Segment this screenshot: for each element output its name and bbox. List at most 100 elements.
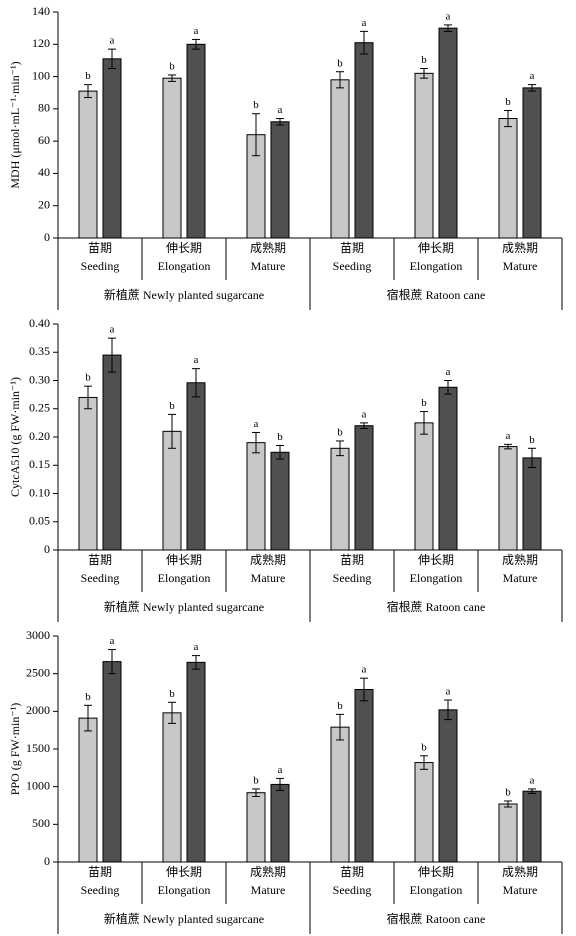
x-tick-label-en: Elongation — [410, 259, 463, 273]
bar — [498, 446, 518, 551]
x-tick-label-en: Seeding — [333, 571, 372, 585]
significance-letter: a — [194, 354, 199, 366]
bar — [438, 27, 458, 239]
significance-letter: a — [530, 70, 535, 82]
x-tick-label: 成熟期 — [502, 240, 538, 255]
significance-letter: a — [194, 641, 199, 653]
significance-letter: a — [194, 25, 199, 37]
y-tick-label: 0.10 — [29, 485, 50, 499]
y-axis-label: PPO (g FW·min⁻¹) — [8, 703, 22, 796]
significance-letter: b — [277, 431, 283, 443]
bar — [102, 661, 122, 863]
x-tick-label: 成熟期 — [250, 552, 286, 567]
bar — [330, 447, 350, 551]
y-tick-label: 0 — [44, 542, 50, 556]
group-label: 宿根蔗 Ratoon cane — [387, 599, 486, 614]
significance-letter: a — [110, 35, 115, 47]
bar — [438, 709, 458, 863]
significance-letter: b — [337, 426, 343, 438]
bar — [78, 396, 98, 551]
y-tick-label: 0.40 — [29, 316, 50, 330]
x-tick-label-en: Mature — [503, 259, 538, 273]
significance-letter: a — [446, 10, 451, 22]
significance-letter: b — [169, 400, 175, 412]
significance-letter: a — [254, 418, 259, 430]
x-tick-label: 苗期 — [88, 865, 112, 879]
bar — [186, 661, 206, 863]
bar — [186, 382, 206, 551]
significance-letter: a — [362, 408, 367, 420]
y-tick-label: 120 — [32, 36, 50, 50]
significance-letter: b — [529, 434, 535, 446]
x-tick-label: 苗期 — [340, 865, 364, 879]
significance-letter: b — [253, 99, 259, 111]
y-tick-label: 0 — [44, 854, 50, 868]
x-tick-label-en: Seeding — [81, 571, 120, 585]
significance-letter: a — [278, 764, 283, 776]
significance-letter: b — [505, 96, 511, 108]
significance-letter: a — [362, 664, 367, 676]
y-tick-label: 40 — [38, 165, 50, 179]
bar — [498, 803, 518, 863]
x-tick-label-en: Seeding — [81, 883, 120, 897]
x-tick-label: 苗期 — [340, 553, 364, 567]
x-tick-label: 苗期 — [340, 241, 364, 255]
bar — [186, 43, 206, 239]
bar — [162, 712, 182, 863]
x-tick-label-en: Elongation — [410, 571, 463, 585]
y-tick-label: 0.35 — [29, 344, 50, 358]
x-tick-label: 成熟期 — [250, 864, 286, 879]
y-tick-label: 500 — [32, 816, 50, 830]
y-tick-label: 0 — [44, 230, 50, 244]
x-tick-label: 苗期 — [88, 553, 112, 567]
bar — [270, 451, 290, 551]
bar — [414, 422, 434, 551]
x-tick-label-en: Seeding — [333, 883, 372, 897]
bar — [78, 717, 98, 863]
significance-letter: a — [362, 17, 367, 29]
bar — [78, 90, 98, 239]
group-label: 新植蔗 Newly planted sugarcane — [104, 599, 264, 614]
significance-letter: b — [421, 397, 427, 409]
y-tick-label: 2000 — [26, 703, 50, 717]
y-tick-label: 0.15 — [29, 457, 50, 471]
y-tick-label: 80 — [38, 101, 50, 115]
y-tick-label: 20 — [38, 197, 50, 211]
y-tick-label: 1000 — [26, 778, 50, 792]
bar — [438, 386, 458, 551]
bar — [522, 457, 542, 551]
bar — [270, 783, 290, 863]
x-tick-label-en: Mature — [251, 259, 286, 273]
significance-letter: b — [85, 372, 91, 384]
y-tick-label: 0.30 — [29, 372, 50, 386]
y-tick-label: 140 — [32, 4, 50, 18]
bar — [354, 425, 374, 551]
bar — [522, 87, 542, 239]
significance-letter: b — [421, 741, 427, 753]
y-axis-label: MDH (μmol·mL⁻¹·min⁻¹) — [8, 61, 22, 188]
x-tick-label: 伸长期 — [166, 553, 202, 567]
x-tick-label: 成熟期 — [250, 240, 286, 255]
bar — [330, 79, 350, 239]
group-label: 新植蔗 Newly planted sugarcane — [104, 911, 264, 926]
x-tick-label-en: Mature — [251, 883, 286, 897]
x-tick-label-en: Seeding — [81, 259, 120, 273]
x-tick-label-en: Mature — [503, 571, 538, 585]
y-tick-label: 60 — [38, 133, 50, 147]
x-tick-label: 伸长期 — [166, 865, 202, 879]
x-tick-label: 成熟期 — [502, 864, 538, 879]
x-tick-label-en: Elongation — [158, 571, 211, 585]
x-tick-label: 伸长期 — [166, 241, 202, 255]
y-tick-label: 0.05 — [29, 514, 50, 528]
group-label: 宿根蔗 Ratoon cane — [387, 911, 486, 926]
significance-letter: b — [337, 700, 343, 712]
significance-letter: b — [85, 70, 91, 82]
x-tick-label-en: Elongation — [158, 259, 211, 273]
bar — [102, 354, 122, 551]
bar — [522, 790, 542, 863]
x-tick-label-en: Seeding — [333, 259, 372, 273]
group-label: 宿根蔗 Ratoon cane — [387, 287, 486, 302]
y-axis-label: CytcA510 (g FW·min⁻¹) — [8, 377, 22, 497]
bar — [270, 121, 290, 239]
